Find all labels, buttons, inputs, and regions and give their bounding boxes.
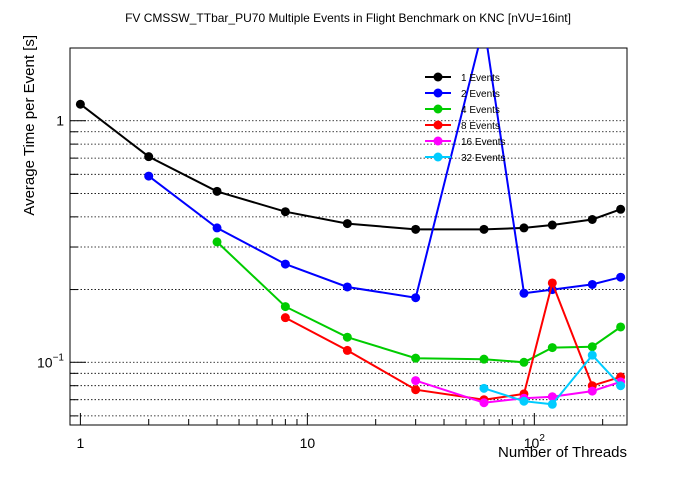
data-point (479, 383, 489, 393)
y-ticks (70, 120, 86, 417)
data-point (280, 207, 290, 217)
legend-marker (433, 88, 443, 98)
x-tick-label: 10 (300, 435, 316, 451)
data-point (411, 293, 421, 303)
grid-lines (70, 120, 627, 417)
legend-label: 4 Events (461, 105, 500, 116)
legend-marker (433, 120, 443, 130)
data-point (342, 332, 352, 342)
legend-marker (433, 136, 443, 146)
data-point (479, 398, 489, 408)
data-point (519, 396, 529, 406)
legend-label: 8 Events (461, 121, 500, 132)
series-line (415, 379, 621, 404)
data-point (280, 313, 290, 323)
series-line (284, 279, 621, 401)
data-point (212, 223, 222, 233)
data-point (587, 350, 597, 360)
data-point (616, 272, 626, 282)
data-point (519, 288, 529, 298)
data-point (616, 322, 626, 332)
series-line (79, 103, 621, 231)
data-point (616, 381, 626, 391)
x-tick-label: 1 (76, 435, 84, 451)
data-point (144, 171, 154, 181)
data-point (616, 204, 626, 214)
series-3 (212, 237, 626, 367)
legend-marker (433, 104, 443, 114)
data-point (479, 224, 489, 234)
data-point (587, 215, 597, 225)
plot-frame (69, 47, 628, 426)
legend-label: 2 Events (461, 89, 500, 100)
legend-marker (433, 152, 443, 162)
series-6 (479, 350, 626, 409)
data-point (411, 224, 421, 234)
chart-title: FV CMSSW_TTbar_PU70 Multiple Events in F… (125, 11, 571, 25)
data-point (587, 386, 597, 396)
y-tick-label: 10−1 (37, 352, 64, 370)
data-point (75, 99, 85, 109)
data-point (547, 278, 557, 288)
data-point (212, 237, 222, 247)
x-axis-label: Number of Threads (498, 444, 627, 461)
data-point (280, 302, 290, 312)
series-5 (411, 376, 626, 408)
data-point (587, 279, 597, 289)
data-point (547, 392, 557, 402)
data-point (547, 343, 557, 353)
series-line (148, 48, 621, 299)
legend-label: 1 Events (461, 73, 500, 84)
legend-label: 16 Events (461, 137, 505, 148)
data-point (280, 259, 290, 269)
data-point (411, 353, 421, 363)
data-point (547, 220, 557, 230)
data-point (587, 342, 597, 352)
data-point (342, 282, 352, 292)
data-point (411, 376, 421, 386)
data-point (479, 354, 489, 364)
data-point (342, 345, 352, 355)
data-point (144, 152, 154, 162)
legend-marker (433, 72, 443, 82)
data-point (519, 223, 529, 233)
series-1 (75, 99, 626, 234)
data-point (411, 385, 421, 395)
y-tick-label-exponent: −1 (53, 352, 65, 363)
data-point (212, 186, 222, 196)
data-point (519, 357, 529, 367)
y-axis-label: Average Time per Event [s] (21, 35, 38, 216)
data-point (547, 399, 557, 409)
legend-label: 32 Events (461, 153, 505, 164)
x-ticks (79, 413, 604, 425)
series-2 (144, 48, 626, 303)
data-point (342, 219, 352, 229)
legend: 1 Events 2 Events 4 Events 8 Events 16 Event… (425, 72, 505, 164)
x-tick-label-exponent: 2 (539, 433, 545, 444)
y-tick-label: 1 (56, 113, 64, 129)
